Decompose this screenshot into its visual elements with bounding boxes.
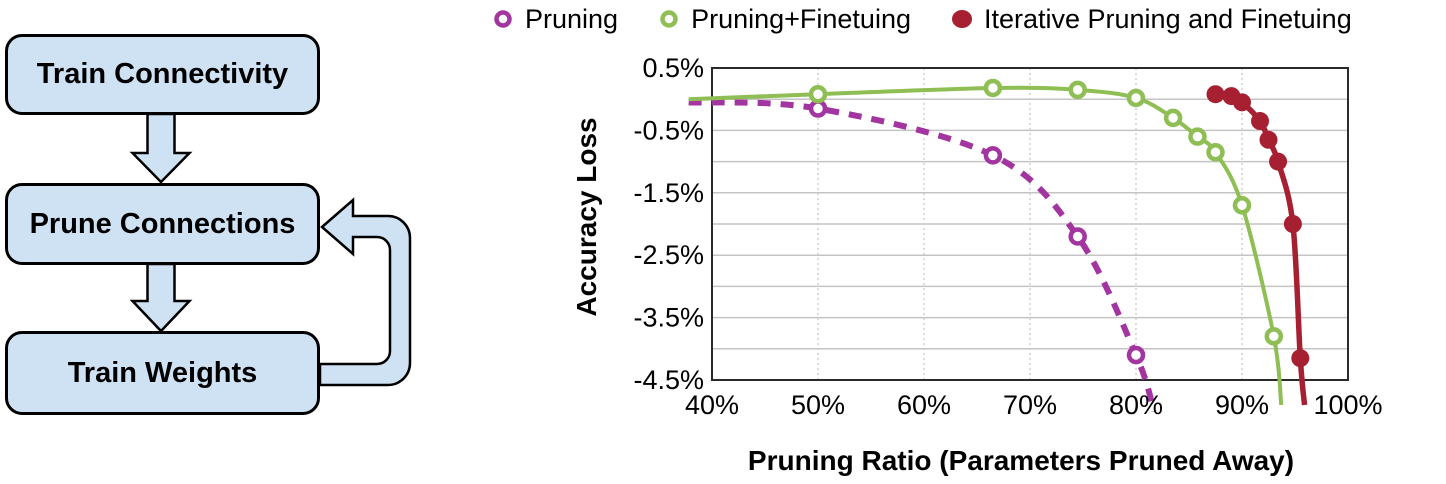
accuracy-loss-chart: 40% 50% 60% 70% 80% 90% 100% 0.5% -0.5% -1.5% -2.5… [633, 53, 1382, 420]
legend-label: Pruning+Finetuing [691, 3, 911, 34]
pruning-flowchart: Train Connectivity Prune Connections Tra… [0, 0, 560, 484]
y-axis-title: Accuracy Loss [571, 117, 602, 317]
svg-text:80%: 80% [1109, 390, 1163, 420]
loop-arrow-icon [318, 197, 412, 387]
legend-marker-filled-circle-icon [951, 8, 973, 30]
down-arrow-1-icon [129, 112, 193, 184]
svg-text:60%: 60% [897, 390, 951, 420]
flow-box-label: Train Connectivity [36, 58, 289, 90]
svg-text:90%: 90% [1215, 390, 1269, 420]
flow-box-prune-connections: Prune Connections [5, 183, 320, 265]
legend-label: Pruning [525, 3, 619, 34]
svg-text:40%: 40% [685, 390, 739, 420]
svg-text:-1.5%: -1.5% [633, 178, 704, 208]
flow-box-label: Train Weights [67, 356, 258, 389]
svg-text:-0.5%: -0.5% [633, 115, 704, 145]
svg-text:-3.5%: -3.5% [633, 303, 704, 333]
svg-text:70%: 70% [1003, 390, 1057, 420]
svg-text:50%: 50% [791, 390, 845, 420]
down-arrow-2-icon [129, 262, 193, 333]
legend-item-iterative-pruning-finetuing: Iterative Pruning and Finetuing [951, 4, 1352, 35]
flow-box-train-weights: Train Weights [5, 331, 320, 415]
legend-marker-open-circle-icon [492, 8, 514, 30]
svg-text:-2.5%: -2.5% [633, 240, 704, 270]
svg-text:0.5%: 0.5% [642, 53, 704, 83]
flowchart-arrows [129, 112, 412, 387]
legend-item-pruning: Pruning [492, 4, 618, 35]
flow-box-train-connectivity: Train Connectivity [5, 34, 320, 115]
legend-label: Iterative Pruning and Finetuing [983, 3, 1352, 34]
legend-item-pruning-finetuing: Pruning+Finetuing [658, 4, 911, 35]
chart-legend: Pruning Pruning+Finetuing Iterative Prun… [492, 2, 1352, 36]
svg-text:100%: 100% [1313, 390, 1382, 420]
flow-box-label: Prune Connections [29, 207, 296, 240]
x-axis-title: Pruning Ratio (Parameters Pruned Away) [747, 445, 1295, 476]
legend-marker-open-circle-icon [658, 8, 680, 30]
svg-text:-4.5%: -4.5% [633, 365, 704, 395]
